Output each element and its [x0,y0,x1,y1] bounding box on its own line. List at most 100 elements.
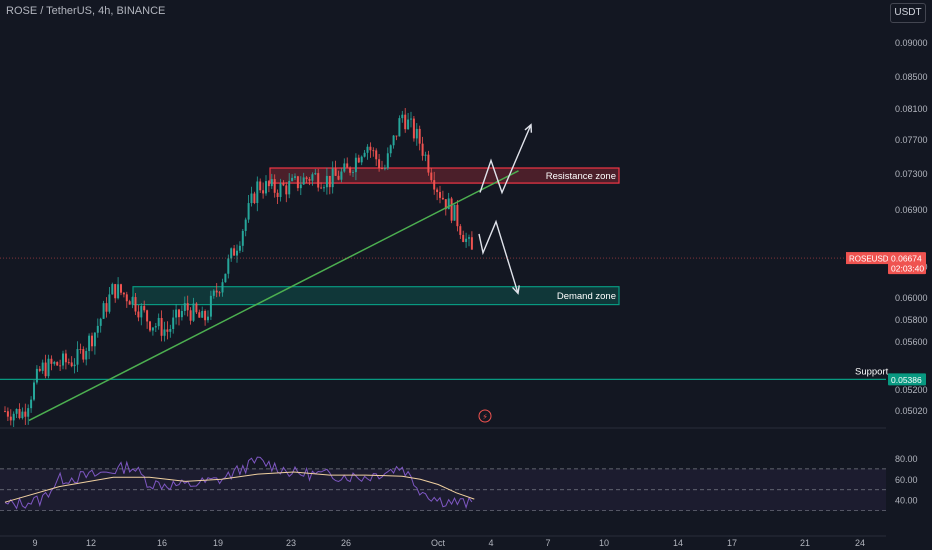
candle-body [62,353,64,366]
resistance-zone-label: Resistance zone [546,171,616,182]
candle-body [50,358,53,364]
candle-body [418,128,421,144]
candle-body [250,193,253,204]
candle-body [128,301,131,305]
candle-body [247,203,250,220]
price-tick-label: 0.05600 [895,337,928,347]
candle-body [160,317,163,336]
candle-body [470,237,473,250]
candle-body [276,192,279,197]
candle-body [56,362,59,366]
candle-body [265,181,267,194]
candle-body [9,416,12,421]
candle-body [369,146,372,151]
candle-body [21,411,24,419]
symbol-title: ROSE / TetherUS, 4h, BINANCE [6,5,166,17]
candle-body [117,284,120,299]
time-tick-label: 4 [488,538,493,548]
candle-body [378,159,381,169]
candle-body [424,154,427,156]
candle-body [151,327,154,331]
time-tick-label: 21 [800,538,810,548]
candle-body [157,317,160,327]
candle-body [444,199,447,210]
candle-body [363,152,366,157]
price-tick-label: 0.08100 [895,104,928,114]
candle-body [12,413,15,421]
candle-body [224,273,227,283]
candle-body [146,310,149,322]
candle-body [59,365,62,367]
lightning-icon: ⚡ [482,413,488,422]
time-tick-label: 23 [286,538,296,548]
candle-body [102,303,105,319]
candle-body [314,173,317,175]
candle-body [427,154,430,173]
price-tick-label: 0.06900 [895,205,928,215]
candle-body [456,204,459,227]
candle-body [392,135,395,146]
candle-body [189,310,192,321]
candle-body [294,176,296,178]
rsi-tick-label: 80.00 [895,454,918,464]
candle-body [166,329,169,332]
time-tick-label: 16 [157,538,167,548]
candle-body [149,321,151,331]
candle-body [183,303,186,311]
candle-body [421,143,424,156]
candle-body [349,167,352,173]
candle-body [273,179,276,193]
candle-body [436,189,439,193]
candle-body [207,316,209,321]
candle-body [401,114,404,119]
candle-body [122,292,125,295]
candle-body [337,175,340,180]
rsi-ma-line [4,471,475,503]
time-tick-label: 17 [727,538,737,548]
candle-body [64,353,67,363]
candle-body [285,185,288,195]
candle-body [209,295,212,317]
demand-zone-label: Demand zone [557,291,616,302]
candle-body [186,303,189,311]
demand-zone [132,286,620,306]
price-tick-label: 0.09000 [895,38,928,48]
candle-body [154,326,157,328]
candle-body [386,153,389,169]
candle-body [221,282,224,293]
candle-body [105,303,108,312]
currency-button[interactable]: USDT [890,3,926,23]
countdown-label: 02:03:40 [891,264,924,274]
candle-body [4,411,6,412]
candle-body [82,349,85,360]
bullish-projection-arrow [479,124,532,195]
candle-body [354,157,357,173]
candle-body [441,197,444,200]
candle-body [404,114,407,130]
candle-body [465,238,468,242]
candle-body [27,408,30,417]
candle-body [172,317,175,330]
candle-body [143,306,146,311]
candle-body [233,248,236,256]
candle-body [6,411,9,417]
time-tick-label: 24 [855,538,865,548]
candle-body [111,284,114,295]
last-price-label: 0.06674 [891,254,922,264]
candle-body [334,168,337,176]
candle-body [41,362,44,371]
candle-body [256,181,259,204]
candle-body [238,245,241,251]
candle-body [323,187,325,189]
candle-body [96,325,99,333]
candle-body [433,180,436,190]
candle-body [317,173,320,188]
time-tick-label: 12 [86,538,96,548]
candle-body [91,335,93,347]
last-price-badge [888,252,926,275]
candle-body [67,362,70,364]
candle-body [291,177,294,181]
candle-body [79,349,82,350]
rsi-tick-label: 40.00 [895,496,918,506]
